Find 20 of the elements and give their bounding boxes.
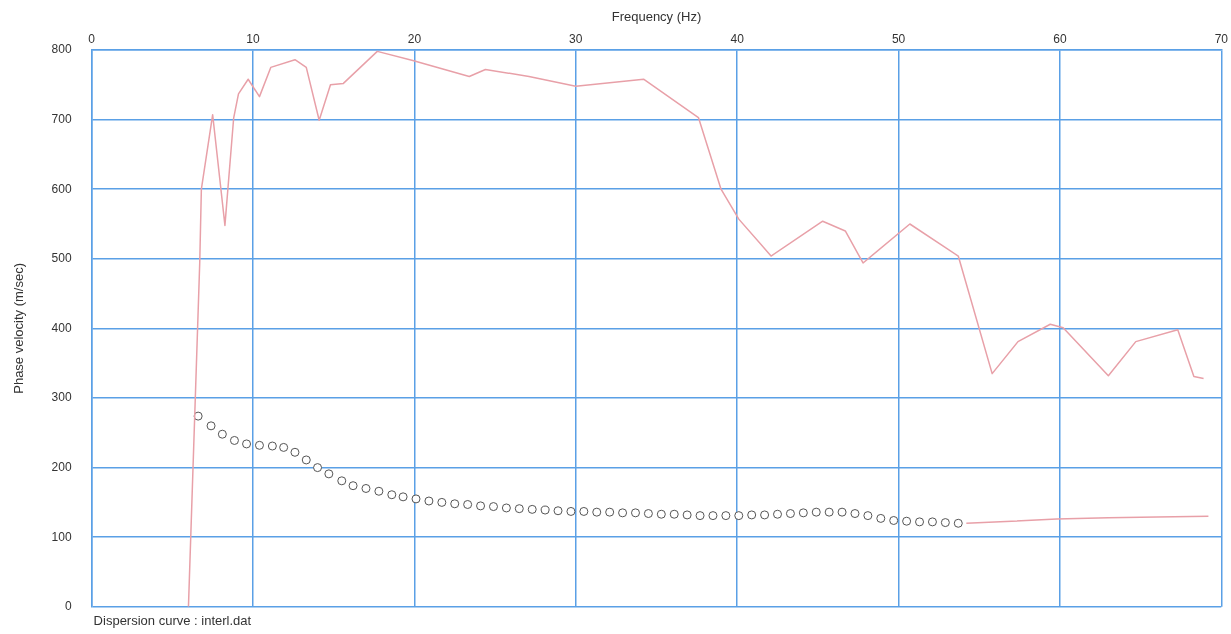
x-axis-title: Frequency (Hz): [611, 9, 702, 25]
y-tick-label: 200: [51, 459, 72, 474]
x-tick-label: 30: [569, 32, 583, 47]
x-tick-label: 70: [1214, 32, 1229, 47]
y-tick-label: 300: [51, 390, 72, 405]
x-tick-label: 0: [88, 32, 96, 47]
x-tick-label: 20: [407, 32, 422, 47]
y-tick-label: 500: [51, 251, 72, 266]
text: Dispersion curve : interl.dat: [93, 612, 252, 628]
y-tick-label: 0: [64, 599, 72, 614]
y-tick-label: 700: [51, 111, 72, 126]
x-tick-label: 40: [730, 32, 745, 47]
y-tick-label: 800: [51, 42, 72, 57]
y-tick-label: 100: [51, 529, 72, 544]
x-tick-label: 10: [246, 32, 260, 47]
y-axis-title: Phase velocity (m/sec): [11, 263, 27, 394]
x-tick-label: 60: [1053, 32, 1067, 47]
x-tick-label: 50: [891, 32, 906, 47]
y-tick-label: 400: [51, 320, 72, 335]
y-tick-label: 600: [51, 181, 72, 196]
